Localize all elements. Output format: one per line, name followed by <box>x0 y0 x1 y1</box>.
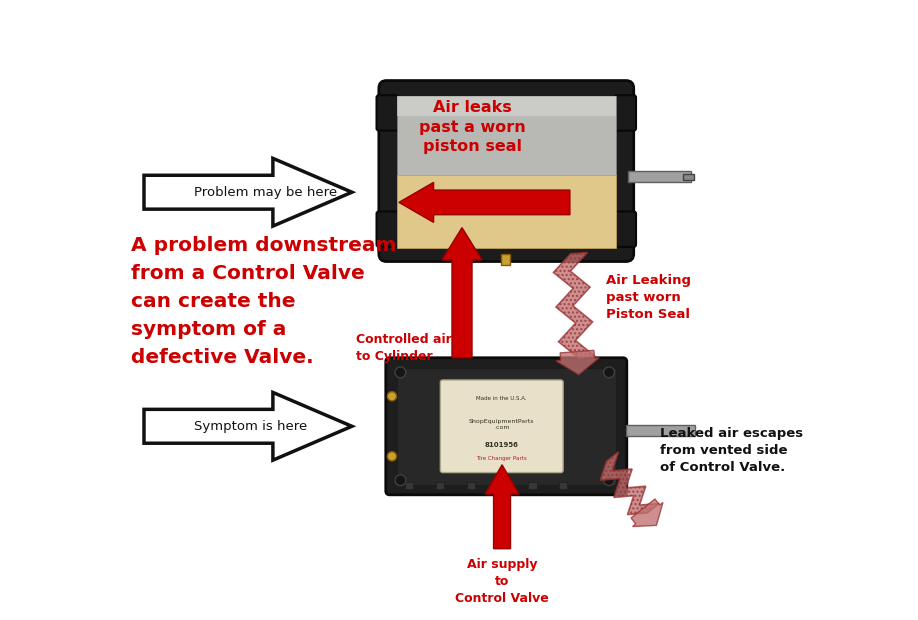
FancyBboxPatch shape <box>614 211 636 247</box>
Polygon shape <box>144 158 352 226</box>
Circle shape <box>604 367 614 378</box>
Text: Controlled air
to Cylinder: Controlled air to Cylinder <box>356 333 452 363</box>
Text: Air Leaking
past worn
Piston Seal: Air Leaking past worn Piston Seal <box>606 274 691 321</box>
Circle shape <box>387 392 397 401</box>
FancyBboxPatch shape <box>614 95 636 131</box>
FancyArrow shape <box>485 465 519 549</box>
Text: Problem may be here: Problem may be here <box>194 186 337 198</box>
FancyBboxPatch shape <box>397 368 616 485</box>
Bar <box>528 482 537 489</box>
FancyBboxPatch shape <box>386 358 627 495</box>
FancyArrow shape <box>556 350 599 374</box>
Text: A problem downstream
from a Control Valve
can create the
symptom of a
defective : A problem downstream from a Control Valv… <box>131 236 397 367</box>
Bar <box>436 482 444 489</box>
Polygon shape <box>554 252 595 358</box>
FancyBboxPatch shape <box>376 95 398 131</box>
FancyArrow shape <box>631 499 663 526</box>
Circle shape <box>604 475 614 485</box>
FancyBboxPatch shape <box>441 380 563 472</box>
FancyBboxPatch shape <box>397 96 616 175</box>
Bar <box>500 254 509 265</box>
Bar <box>683 174 694 180</box>
FancyBboxPatch shape <box>376 211 398 247</box>
Bar <box>628 171 690 182</box>
Bar <box>466 482 476 489</box>
Text: 8101956: 8101956 <box>485 442 519 448</box>
Text: ShopEquipmentParts
.com: ShopEquipmentParts .com <box>469 419 534 430</box>
FancyArrow shape <box>399 182 570 223</box>
Text: Symptom is here: Symptom is here <box>194 420 308 433</box>
Circle shape <box>387 452 397 461</box>
Text: Made in the U.S.A.: Made in the U.S.A. <box>476 396 527 401</box>
Text: Air leaks
past a worn
piston seal: Air leaks past a worn piston seal <box>419 100 526 154</box>
Bar <box>626 425 695 436</box>
Text: Air supply
to
Control Valve: Air supply to Control Valve <box>455 558 549 605</box>
FancyBboxPatch shape <box>397 175 616 248</box>
Polygon shape <box>600 452 659 515</box>
Polygon shape <box>144 392 352 460</box>
Bar <box>397 96 616 116</box>
Circle shape <box>395 475 406 485</box>
Bar <box>559 482 567 489</box>
Bar <box>405 482 413 489</box>
Circle shape <box>395 367 406 378</box>
Bar <box>498 482 506 489</box>
Text: Tire Changer Parts: Tire Changer Parts <box>476 456 527 461</box>
FancyArrow shape <box>442 228 482 358</box>
Text: Leaked air escapes
from vented side
of Control Valve.: Leaked air escapes from vented side of C… <box>660 427 803 474</box>
FancyBboxPatch shape <box>379 81 633 262</box>
